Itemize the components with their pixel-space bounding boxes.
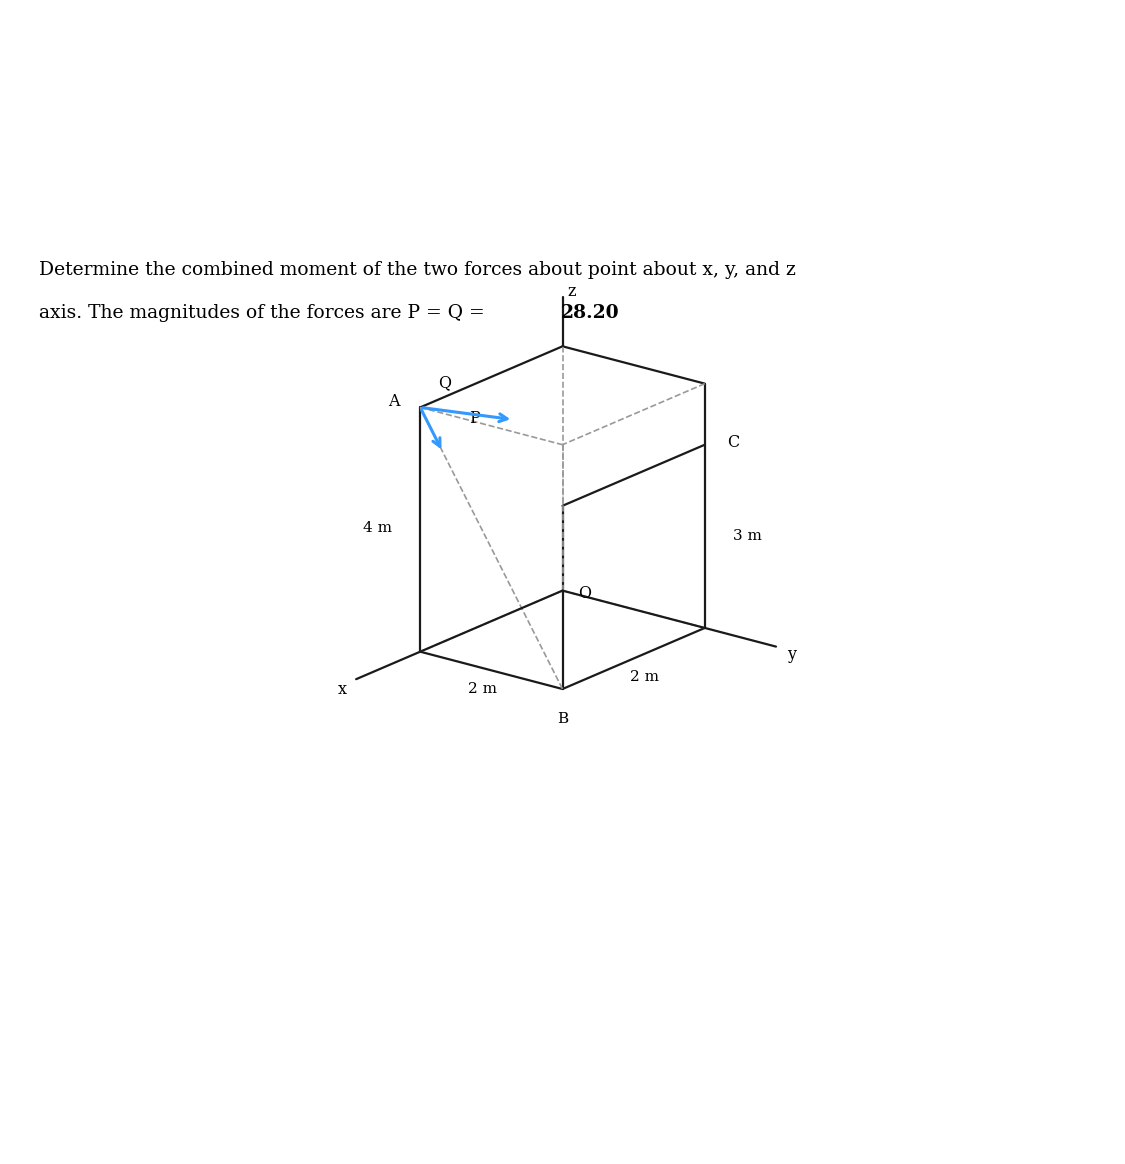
Text: 2 m: 2 m — [468, 682, 497, 696]
Text: 4 m: 4 m — [363, 520, 391, 534]
Text: Determine the combined moment of the two forces about point about x, y, and z: Determine the combined moment of the two… — [39, 261, 796, 278]
Text: B: B — [557, 711, 568, 725]
Text: 2 m: 2 m — [630, 670, 659, 684]
Text: O: O — [578, 584, 592, 602]
Text: z: z — [567, 283, 576, 300]
Text: C: C — [727, 434, 739, 450]
Text: P: P — [469, 410, 479, 427]
Text: Q: Q — [439, 374, 451, 391]
Text: x: x — [339, 681, 348, 697]
Text: y: y — [788, 646, 796, 662]
Text: 3 m: 3 m — [734, 530, 762, 544]
Text: A: A — [388, 392, 400, 410]
Text: 28.20: 28.20 — [560, 304, 619, 321]
Text: axis. The magnitudes of the forces are P = Q =: axis. The magnitudes of the forces are P… — [39, 304, 492, 321]
